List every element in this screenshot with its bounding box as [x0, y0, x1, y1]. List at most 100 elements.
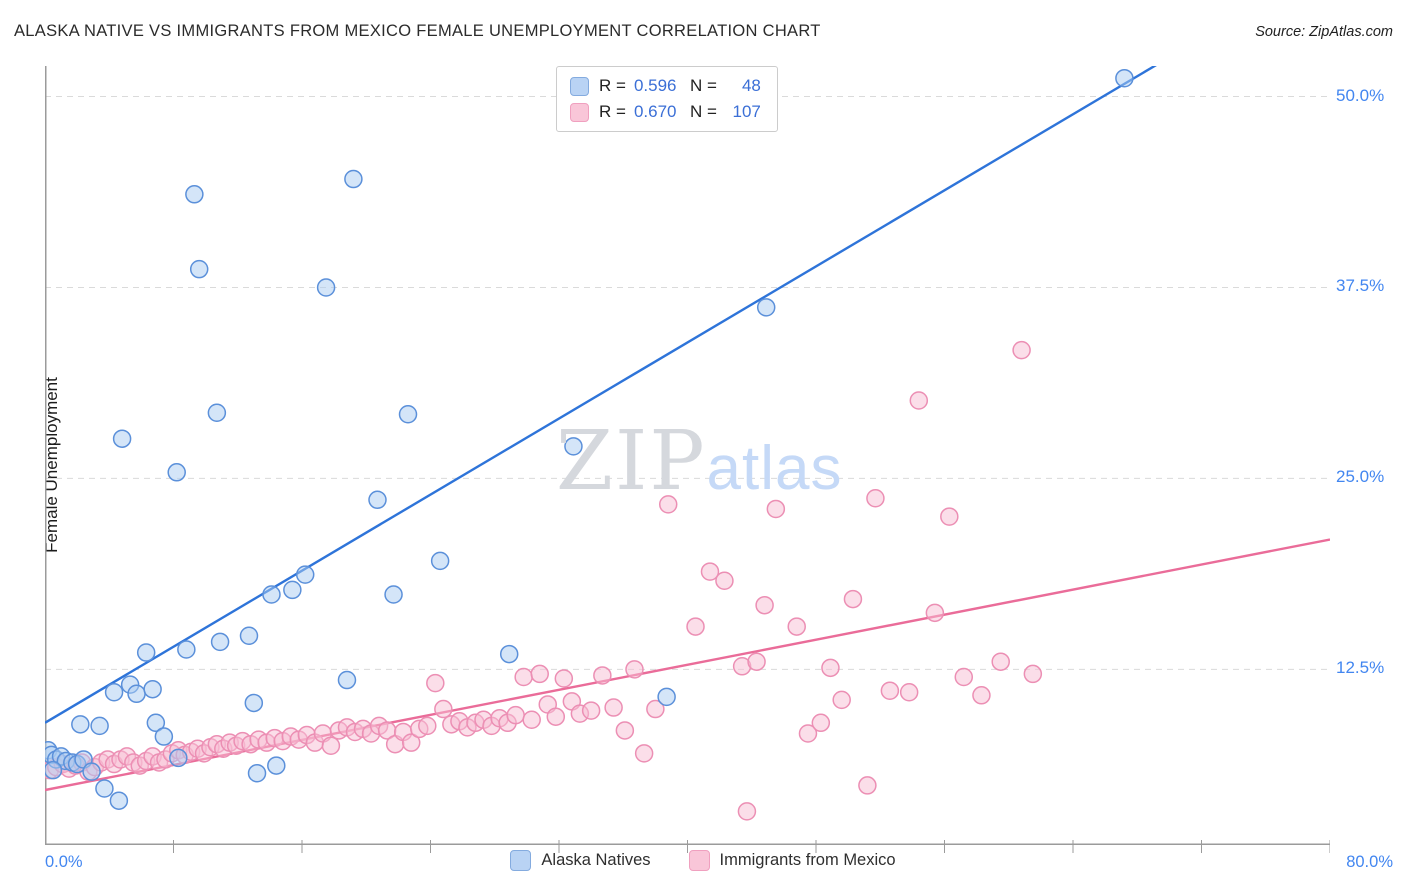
data-point — [267, 756, 286, 775]
r-value: 0.596 — [633, 76, 677, 95]
trend-line — [45, 66, 1157, 724]
data-point — [1023, 664, 1043, 684]
data-point — [244, 693, 264, 713]
data-point — [418, 716, 437, 736]
data-point — [90, 716, 109, 736]
data-point — [787, 617, 806, 636]
data-point — [1115, 68, 1134, 88]
data-point — [146, 713, 166, 733]
data-point — [843, 589, 863, 609]
data-point — [514, 667, 533, 687]
data-point — [154, 727, 174, 746]
x-axis-min-label: 0.0% — [45, 853, 83, 871]
data-point — [858, 776, 877, 795]
alaska-natives-swatch — [510, 850, 532, 871]
data-point — [109, 791, 129, 810]
data-point — [384, 585, 403, 604]
data-point — [45, 760, 63, 780]
r-label: R = — [599, 76, 626, 95]
n-label: N = — [689, 76, 717, 95]
data-point — [634, 744, 654, 763]
data-point — [715, 571, 734, 591]
data-point — [832, 690, 851, 710]
scatter-plot — [45, 66, 1330, 853]
data-point — [207, 403, 227, 422]
data-point — [1012, 340, 1031, 360]
pink-series-swatch — [570, 102, 589, 122]
r-label: R = — [599, 102, 626, 121]
data-point — [581, 701, 601, 720]
y-tick-label: 50.0% — [1336, 85, 1385, 105]
legend-item-immigrants-mexico: Immigrants from Mexico — [688, 850, 896, 871]
data-point — [104, 683, 124, 702]
data-point — [866, 489, 885, 508]
data-point — [506, 705, 525, 725]
y-tick-label: 25.0% — [1336, 467, 1385, 487]
data-point — [604, 698, 623, 717]
data-point — [564, 437, 583, 456]
data-point — [210, 632, 230, 652]
data-point — [546, 707, 566, 726]
data-point — [95, 779, 114, 798]
data-point — [167, 463, 186, 482]
data-point — [368, 490, 387, 510]
x-axis-max-label: 80.0% — [1346, 853, 1393, 871]
data-point — [811, 713, 831, 733]
data-point — [940, 507, 959, 526]
data-point — [283, 580, 302, 600]
data-point — [646, 699, 665, 719]
data-point — [657, 687, 676, 707]
data-point — [798, 724, 818, 743]
data-point — [522, 710, 541, 729]
data-point — [82, 762, 101, 781]
data-point — [991, 652, 1010, 671]
n-label: N = — [689, 102, 717, 121]
data-point — [972, 686, 991, 705]
legend-item-alaska-natives: Alaska Natives — [510, 850, 651, 871]
data-point — [112, 429, 132, 448]
data-point — [499, 644, 519, 664]
data-point — [747, 652, 766, 671]
data-point — [71, 715, 90, 734]
data-point — [185, 185, 204, 204]
data-point — [143, 679, 162, 699]
data-point — [247, 763, 267, 783]
n-value: 48 — [741, 76, 761, 95]
data-point — [127, 684, 146, 704]
data-point — [554, 669, 574, 688]
data-point — [177, 640, 196, 659]
data-point — [880, 681, 900, 700]
data-point — [426, 673, 445, 693]
data-point — [954, 667, 974, 687]
data-point — [530, 664, 549, 684]
data-point — [337, 670, 357, 690]
data-point — [239, 626, 259, 645]
data-point — [686, 617, 705, 636]
data-point — [615, 721, 635, 740]
data-point — [766, 499, 786, 519]
data-point — [821, 658, 840, 678]
blue-series-swatch — [570, 76, 589, 96]
immigrants-mexico-swatch — [688, 850, 710, 871]
y-tick-label: 12.5% — [1336, 658, 1385, 678]
data-point — [316, 278, 336, 297]
data-point — [169, 748, 188, 768]
data-point — [756, 298, 776, 317]
alaska-natives-label: Alaska Natives — [541, 851, 651, 869]
r-value: 0.670 — [633, 102, 677, 121]
source-label: Source: ZipAtlas.com — [1255, 24, 1393, 40]
data-point — [344, 169, 363, 189]
data-point — [700, 562, 720, 581]
legend-row-immigrants-mexico: R = 0.670 N = 107 — [570, 102, 761, 122]
data-point — [262, 585, 281, 604]
data-point — [430, 551, 450, 571]
data-point — [321, 736, 341, 755]
data-point — [755, 595, 774, 615]
data-point — [593, 666, 612, 685]
data-point — [401, 733, 421, 752]
legend-row-alaska-natives: R = 0.596 N = 48 — [570, 76, 761, 96]
data-point — [658, 495, 678, 514]
page-title: ALASKA NATIVE VS IMMIGRANTS FROM MEXICO … — [14, 22, 821, 40]
immigrants-mexico-label: Immigrants from Mexico — [719, 851, 896, 869]
data-point — [925, 603, 945, 623]
